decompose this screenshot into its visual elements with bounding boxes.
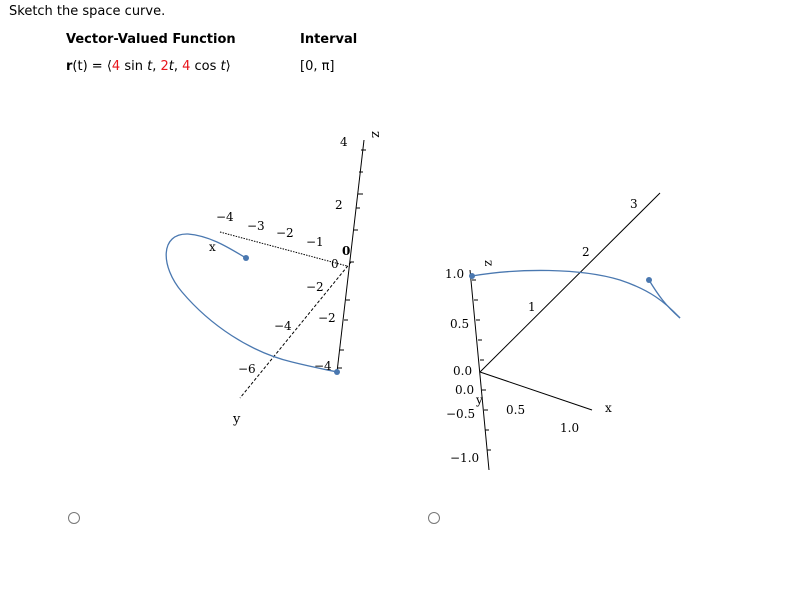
curve-end-point-a bbox=[334, 369, 340, 375]
z-axis-label-a: z bbox=[368, 131, 383, 138]
y-tick-label-a-1: −2 bbox=[306, 280, 324, 294]
function-name: r bbox=[66, 59, 73, 74]
z-tick-label-a-2: 2 bbox=[335, 198, 343, 212]
radio-option-b[interactable] bbox=[428, 512, 440, 524]
column-header-interval: Interval bbox=[300, 32, 358, 47]
z-tick-label-b-2: 0.5 bbox=[450, 317, 469, 331]
x-axis-label-b: x bbox=[605, 401, 612, 415]
vector-function: r(t) = ⟨4 sin t, 2t, 4 cos t⟩ bbox=[66, 59, 231, 74]
graph-option-b: z 1.0 0.5 0.0 −0.5 −1.0 0.0 y 0.5 1.0 x … bbox=[445, 192, 681, 471]
x-axis-label-a: x bbox=[209, 240, 216, 254]
space-curve-b-tail bbox=[648, 279, 681, 319]
sep-1: , bbox=[152, 59, 161, 74]
z-axis-line-a bbox=[336, 139, 365, 373]
z-neg-tick-label-a-2: −4 bbox=[314, 359, 332, 373]
z-tick-label-b-3: 0.0 bbox=[453, 364, 472, 378]
z-axis-line-b bbox=[469, 269, 490, 471]
x-tick-label-a-2: −3 bbox=[247, 219, 265, 233]
func-cos: cos bbox=[190, 59, 221, 74]
z-tick-label-a-3: 0 bbox=[342, 244, 350, 258]
coef-x: 4 bbox=[111, 59, 121, 74]
y-axis-line-b bbox=[479, 192, 661, 373]
y-tick-label-b-1: 1 bbox=[528, 300, 536, 314]
z-axis-label-b: z bbox=[482, 260, 496, 266]
function-close: ⟩ bbox=[225, 59, 231, 74]
z-tick-label-b-1: 1.0 bbox=[445, 267, 464, 281]
var-t-1: t bbox=[147, 59, 153, 74]
func-sin: sin bbox=[120, 59, 148, 74]
x-tick-label-a-1: −4 bbox=[216, 210, 234, 224]
z-tick-label-b-5: −1.0 bbox=[450, 451, 479, 465]
curve-end-point-b bbox=[646, 277, 652, 283]
y-tick-label-a-3: −6 bbox=[238, 362, 256, 376]
column-header-function: Vector-Valued Function bbox=[66, 32, 236, 47]
graph-option-a: z 4 2 0 x −4 −3 −2 −1 0 −2 −4 −6 −2 −4 y bbox=[165, 131, 383, 427]
curve-start-point-b bbox=[469, 273, 475, 279]
y-tick-label-b-3: 3 bbox=[630, 197, 638, 211]
var-t-3: t bbox=[220, 59, 226, 74]
z-neg-tick-label-a-1: −2 bbox=[318, 311, 336, 325]
curve-start-point-a bbox=[243, 255, 249, 261]
coef-y: 2 bbox=[160, 59, 169, 74]
x-tick-label-b-2: 1.0 bbox=[560, 421, 579, 435]
radio-option-a[interactable] bbox=[68, 512, 80, 524]
y-axis-line-a bbox=[239, 261, 352, 399]
interval-value: [0, π] bbox=[300, 59, 335, 74]
space-curve-b bbox=[471, 269, 681, 319]
question-prompt: Sketch the space curve. bbox=[9, 4, 166, 19]
x-origin-label-a: 0 bbox=[331, 257, 339, 271]
x-axis-line-a bbox=[219, 231, 348, 267]
var-t-2: t bbox=[168, 59, 174, 74]
x-axis-line-b bbox=[479, 371, 593, 411]
y-origin-label-b: 0.0 bbox=[455, 383, 474, 397]
x-tick-label-b-1: 0.5 bbox=[506, 403, 525, 417]
x-tick-label-a-3: −2 bbox=[276, 226, 294, 240]
space-curve-a bbox=[165, 233, 338, 373]
function-arg: (t) bbox=[72, 59, 88, 74]
sep-2: , bbox=[173, 59, 183, 74]
x-tick-label-a-4: −1 bbox=[306, 235, 324, 249]
z-tick-label-b-4: −0.5 bbox=[446, 407, 475, 421]
y-axis-label-a: y bbox=[232, 412, 241, 427]
z-tick-label-a-1: 4 bbox=[340, 135, 348, 149]
y-tick-label-b-2: 2 bbox=[582, 245, 590, 259]
coef-z: 4 bbox=[182, 59, 191, 74]
function-eq: = ⟨ bbox=[87, 59, 112, 74]
y-axis-label-b: y bbox=[475, 393, 483, 407]
y-tick-label-a-2: −4 bbox=[274, 319, 292, 333]
